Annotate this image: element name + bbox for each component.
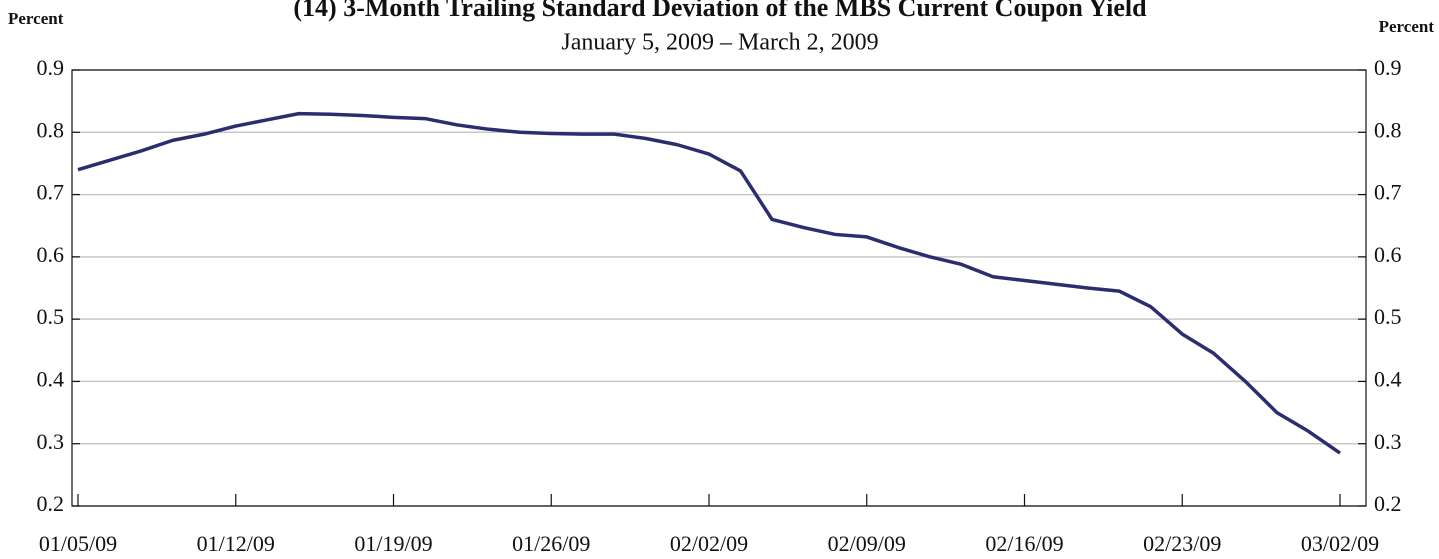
y2-axis-label: Percent	[1379, 17, 1435, 36]
x-tick-label: 02/23/09	[1143, 531, 1221, 556]
y-axis-label: Percent	[8, 9, 64, 28]
y-tick-label: 0.6	[37, 242, 65, 267]
x-tick-label: 01/12/09	[197, 531, 275, 556]
y-tick-label: 0.9	[37, 55, 65, 80]
x-tick-label: 02/16/09	[985, 531, 1063, 556]
chart-subtitle: January 5, 2009 – March 2, 2009	[561, 30, 878, 56]
chart-title: (14) 3-Month Trailing Standard Deviation…	[293, 0, 1147, 22]
y-tick-label: 0.4	[37, 366, 65, 391]
y2-tick-label: 0.8	[1374, 117, 1402, 142]
plot-frame	[71, 69, 1367, 507]
y-tick-label: 0.7	[37, 180, 65, 205]
x-tick-label: 01/26/09	[512, 531, 590, 556]
x-tick-label: 02/09/09	[828, 531, 906, 556]
x-tick-label: 03/02/09	[1301, 531, 1379, 556]
y2-tick-label: 0.9	[1374, 55, 1402, 80]
y2-tick-label: 0.4	[1374, 366, 1402, 391]
data-line	[77, 111, 1341, 455]
x-tick-label: 02/02/09	[670, 531, 748, 556]
x-tick-label: 01/05/09	[39, 531, 117, 556]
y2-tick-label: 0.7	[1374, 180, 1402, 205]
y2-tick-label: 0.3	[1374, 429, 1402, 454]
y-tick-label: 0.3	[37, 429, 65, 454]
y-tick-label: 0.2	[37, 491, 65, 516]
y-tick-label: 0.5	[37, 304, 65, 329]
y2-tick-label: 0.2	[1374, 491, 1402, 516]
y2-tick-label: 0.5	[1374, 304, 1402, 329]
y-tick-label: 0.8	[37, 117, 65, 142]
y2-tick-label: 0.6	[1374, 242, 1402, 267]
x-tick-label: 01/19/09	[354, 531, 432, 556]
